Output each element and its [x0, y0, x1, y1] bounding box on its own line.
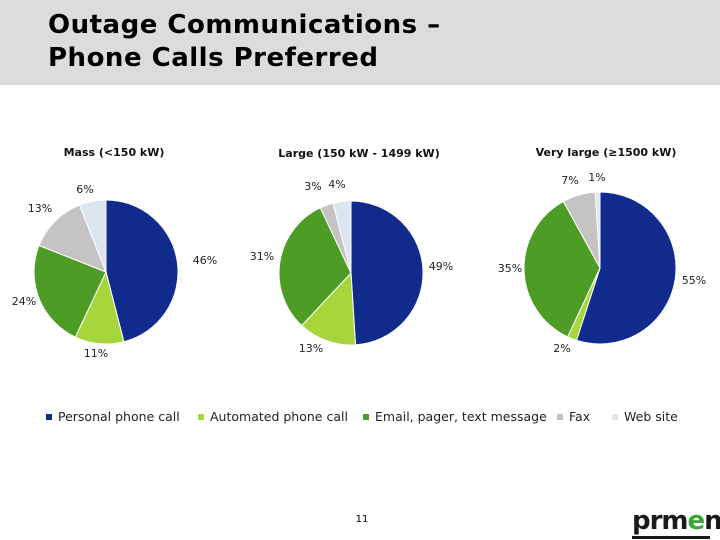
legend: Personal phone call Automated phone call… [46, 409, 686, 427]
data-label-automated-phone-call: 2% [553, 342, 570, 355]
legend-label: Personal phone call [58, 409, 180, 424]
slide-title-line-2: Phone Calls Preferred [48, 43, 379, 73]
data-label-personal-phone-call: 55% [682, 274, 706, 287]
legend-item-fax: Fax [557, 409, 590, 424]
data-label-web-site: 6% [76, 183, 93, 196]
pie-slice-web-site [594, 191, 601, 269]
data-label-web-site: 4% [328, 178, 345, 191]
chart-title-mass: Mass (<150 kW) [64, 146, 165, 159]
data-label-email-pager-text-message: 35% [498, 262, 522, 275]
legend-swatch [363, 413, 369, 420]
legend-swatch [612, 413, 618, 420]
pie-slice-email-pager-text-message [33, 244, 107, 338]
data-label-personal-phone-call: 46% [193, 254, 217, 267]
data-label-email-pager-text-message: 24% [12, 295, 36, 308]
legend-label: Automated phone call [210, 409, 348, 424]
slide-title-line-1: Outage Communications – [48, 10, 441, 40]
pie-slice-personal-phone-call [350, 200, 424, 346]
logo-underline [632, 536, 710, 539]
data-label-fax: 13% [28, 202, 52, 215]
legend-item-email-pager-text: Email, pager, text message [363, 409, 547, 424]
pie-slice-personal-phone-call [575, 191, 677, 345]
slide-title: Outage Communications – Phone Calls Pref… [48, 9, 688, 75]
data-label-email-pager-text-message: 31% [250, 250, 274, 263]
data-label-automated-phone-call: 13% [299, 342, 323, 355]
data-label-fax: 7% [561, 174, 578, 187]
data-label-web-site: 1% [588, 171, 605, 184]
pie-slice-automated-phone-call [301, 271, 357, 346]
chart-title-very-large: Very large (≥1500 kW) [536, 146, 677, 159]
legend-swatch [198, 413, 204, 420]
page-number: 11 [355, 514, 369, 525]
data-label-automated-phone-call: 11% [84, 347, 108, 360]
data-label-personal-phone-call: 49% [429, 260, 453, 273]
legend-label: Email, pager, text message [375, 409, 547, 424]
legend-item-web-site: Web site [612, 409, 678, 424]
pie-slice-email-pager-text-message [523, 200, 601, 338]
pie-chart-large: Large (150 kW - 1499 kW) 49% 13% 31% 3% 4% [250, 147, 453, 355]
pie-slice-web-site [332, 200, 352, 274]
chart-title-large: Large (150 kW - 1499 kW) [278, 147, 439, 160]
pie-slice-fax [38, 204, 107, 273]
pie-slice-web-site [78, 199, 107, 273]
pie-chart-mass: Mass (<150 kW) 46% 11% 24% 13% 6% [12, 146, 217, 360]
pie-chart-very-large: Very large (≥1500 kW) 55% 2% 35% 7% 1% [498, 146, 706, 355]
pie-slice-email-pager-text-message [278, 207, 352, 327]
legend-swatch [46, 413, 52, 420]
legend-item-personal-phone-call: Personal phone call [46, 409, 180, 424]
legend-item-automated-phone-call: Automated phone call [198, 409, 348, 424]
pie-slice-personal-phone-call [105, 199, 179, 343]
legend-label: Web site [624, 409, 678, 424]
legend-swatch [557, 413, 563, 420]
prmen-logo: prmen [632, 506, 720, 536]
legend-label: Fax [569, 409, 591, 424]
title-band [0, 0, 720, 85]
data-label-fax: 3% [304, 180, 321, 193]
